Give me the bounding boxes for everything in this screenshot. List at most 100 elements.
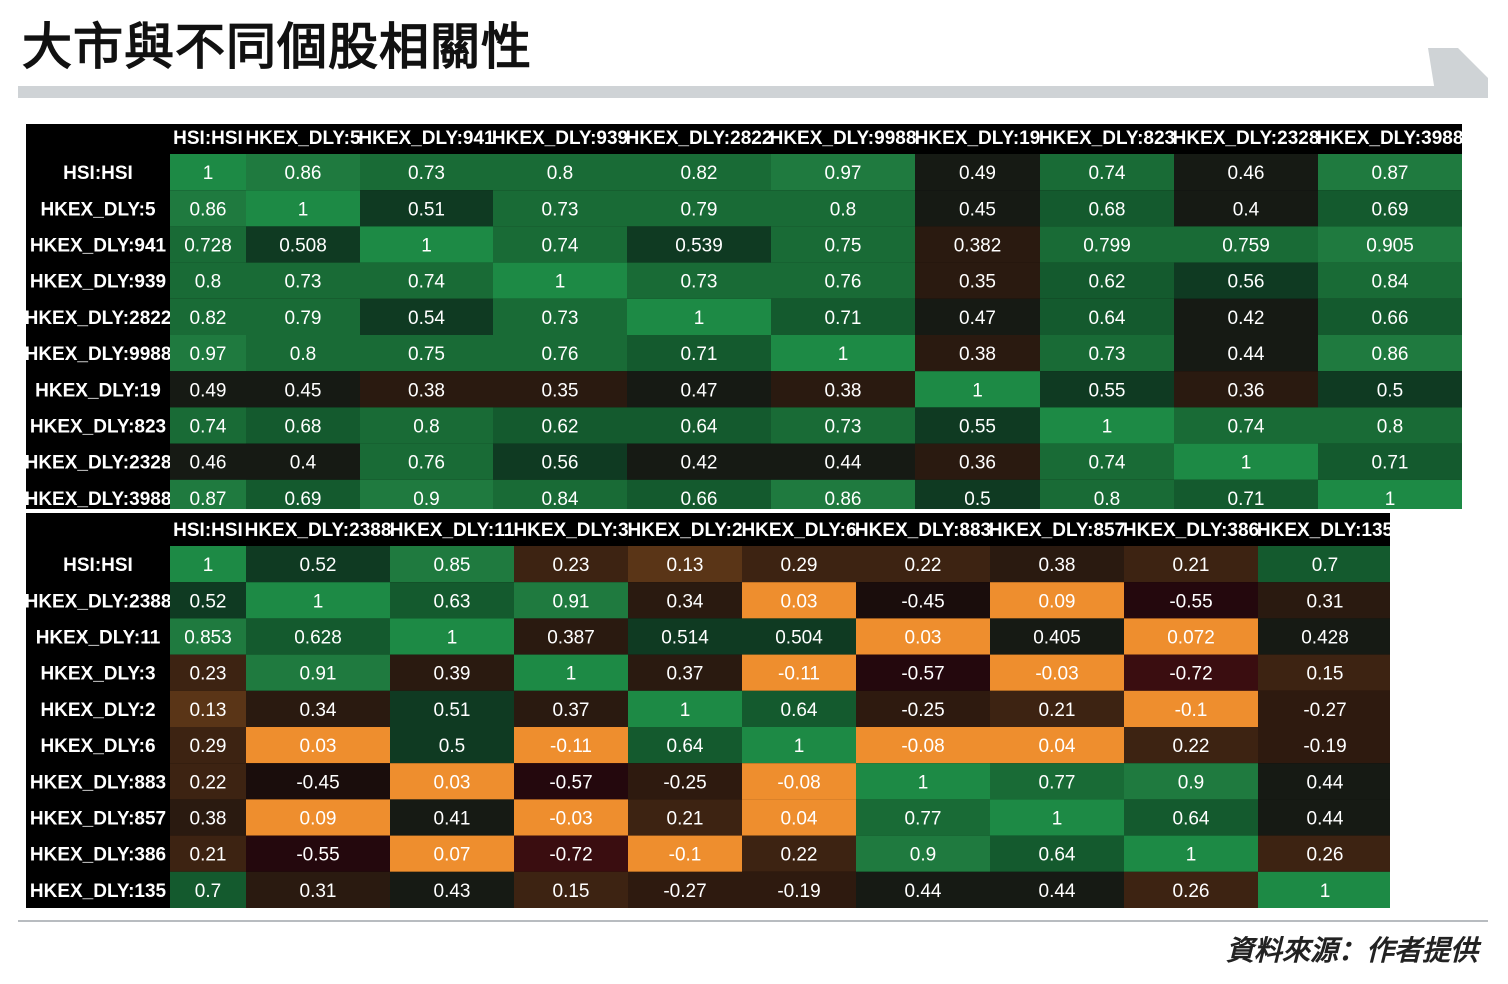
row-header: HKEX_DLY:11: [36, 628, 161, 649]
heatmap-cell: [170, 443, 246, 480]
row-header: HKEX_DLY:386: [30, 845, 166, 866]
heatmap-cell: [514, 546, 628, 583]
cell-value: 0.76: [825, 272, 862, 293]
heatmap-cell: [771, 298, 915, 335]
heatmap-cell: [990, 546, 1124, 583]
column-header: HKEX_DLY:823: [1039, 128, 1175, 149]
heatmap-cell: [856, 727, 990, 764]
cell-value: 0.44: [825, 453, 862, 474]
heatmap-cell: [771, 407, 915, 444]
cell-value: 1: [298, 199, 309, 220]
column-header: HKEX_DLY:135: [1257, 520, 1390, 541]
cell-value: 0.31: [300, 881, 337, 902]
cell-value: 0.9: [910, 845, 936, 866]
cell-value: -0.57: [549, 772, 592, 793]
cell-value: 0.8: [195, 272, 221, 293]
cell-value: 0.46: [1228, 163, 1265, 184]
column-header: HKEX_DLY:857: [989, 520, 1125, 541]
cell-value: 0.8: [547, 163, 573, 184]
cell-value: 0.504: [775, 628, 823, 649]
heatmap-cell: [990, 763, 1124, 800]
column-header: HKEX_DLY:883: [855, 520, 991, 541]
column-header: HKEX_DLY:2: [627, 520, 742, 541]
heatmap-cell: [915, 262, 1040, 299]
heatmap-cell: [493, 443, 627, 480]
cell-value: 0.47: [681, 380, 718, 401]
heatmap-cell: [493, 262, 627, 299]
cell-value: 0.54: [408, 308, 445, 329]
cell-value: 0.71: [681, 344, 718, 365]
cell-value: 0.76: [408, 453, 445, 474]
row-header: HKEX_DLY:9988: [26, 344, 171, 365]
row-header: HKEX_DLY:941: [30, 236, 167, 257]
heatmap-cell: [1174, 262, 1318, 299]
cell-value: 0.382: [954, 236, 1002, 257]
heatmap-cell: [1174, 407, 1318, 444]
cell-value: 0.62: [1089, 272, 1126, 293]
cell-value: 0.22: [190, 772, 227, 793]
cell-value: 0.38: [1039, 555, 1076, 576]
cell-value: 0.64: [1089, 308, 1126, 329]
cell-value: 0.87: [1372, 163, 1409, 184]
heatmap-cell: [1258, 582, 1390, 619]
heatmap-cell: [390, 871, 514, 908]
heatmap-cell: [1318, 190, 1462, 227]
cell-value: 0.73: [285, 272, 322, 293]
cell-value: 0.628: [294, 628, 342, 649]
cell-value: 0.64: [781, 700, 818, 721]
cell-value: 0.38: [408, 380, 445, 401]
cell-value: 0.37: [667, 664, 704, 685]
heatmap-cell: [360, 190, 493, 227]
heatmap-cell: [1318, 407, 1462, 444]
heatmap-cell: [856, 654, 990, 691]
heatmap-cell: [1174, 443, 1318, 480]
heatmap-cell: [246, 335, 360, 372]
cell-value: 0.072: [1167, 628, 1215, 649]
heatmap-cell: [628, 763, 742, 800]
row-header: HKEX_DLY:939: [30, 272, 166, 293]
heatmap-cell: [1318, 443, 1462, 480]
cell-value: 0.63: [434, 591, 471, 612]
heatmap-cell: [360, 298, 493, 335]
row-header: HKEX_DLY:883: [30, 772, 166, 793]
cell-value: 0.51: [408, 199, 445, 220]
heatmap-cell: [1124, 690, 1258, 727]
cell-value: 0.49: [190, 380, 227, 401]
heatmap-cell: [627, 479, 771, 509]
heatmap-cell: [915, 190, 1040, 227]
cell-value: 0.8: [413, 417, 439, 438]
cell-value: 0.45: [959, 199, 996, 220]
heatmap-cell: [360, 479, 493, 509]
heatmap-cell: [170, 298, 246, 335]
cell-value: -0.08: [901, 736, 944, 757]
heatmap-cell: [856, 582, 990, 619]
heatmap-cell: [1124, 654, 1258, 691]
row-header: HKEX_DLY:3: [40, 664, 155, 685]
heatmap-cell: [493, 371, 627, 408]
cell-value: 0.37: [553, 700, 590, 721]
cell-value: 0.79: [681, 199, 718, 220]
cell-value: 0.03: [905, 628, 942, 649]
heatmap-cell: [742, 582, 856, 619]
heatmap-cell: [771, 262, 915, 299]
heatmap-cell: [915, 479, 1040, 509]
cell-value: 0.29: [781, 555, 818, 576]
cell-value: 0.38: [825, 380, 862, 401]
cell-value: 0.5: [964, 489, 990, 509]
heatmap-cell: [990, 835, 1124, 872]
heatmap-cell: [493, 335, 627, 372]
heatmap-cell: [493, 226, 627, 263]
column-header: HKEX_DLY:2328: [1173, 128, 1320, 149]
cell-value: 0.44: [1039, 881, 1076, 902]
row-header: HKEX_DLY:19: [35, 380, 161, 401]
cell-value: 0.09: [1039, 591, 1076, 612]
heatmap-cell: [990, 871, 1124, 908]
heatmap-cell: [1174, 371, 1318, 408]
heatmap-cell: [170, 871, 246, 908]
heatmap-cell: [514, 690, 628, 727]
cell-value: 0.36: [1228, 380, 1265, 401]
heatmap-cell: [1124, 871, 1258, 908]
heatmap-cell: [1174, 226, 1318, 263]
heatmap-cell: [627, 335, 771, 372]
